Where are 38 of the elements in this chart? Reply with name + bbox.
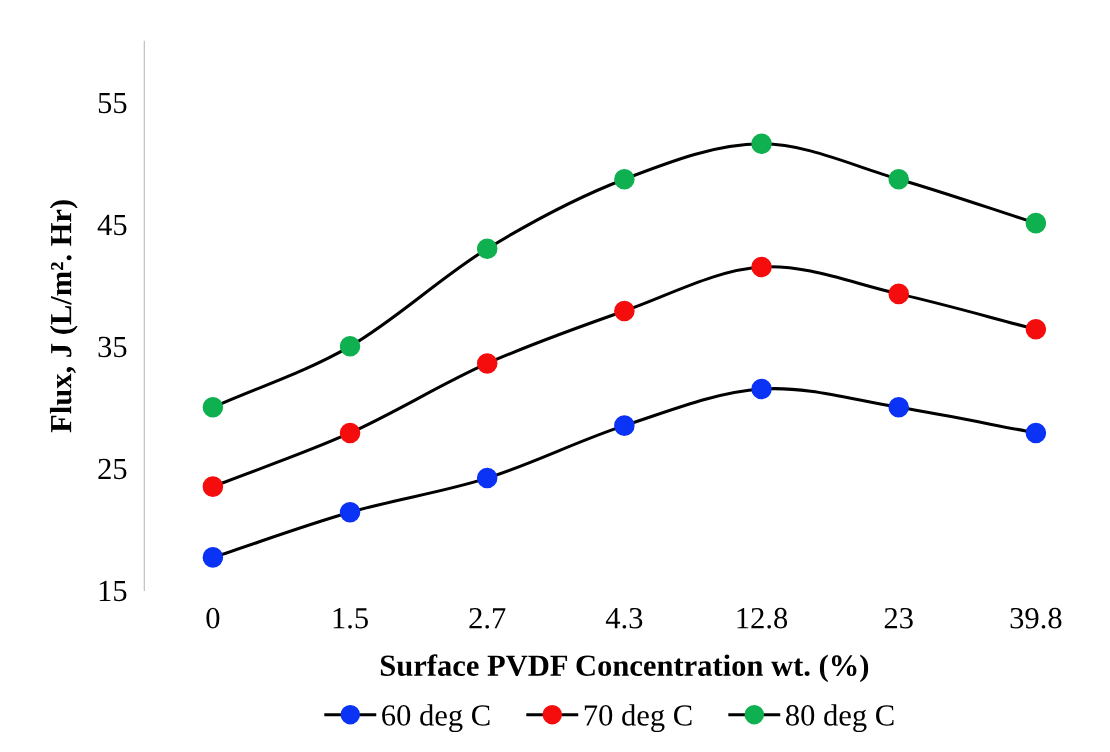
point — [751, 133, 772, 155]
point — [476, 238, 498, 260]
y-tick-label: 55 — [98, 92, 127, 114]
y-tick-label: 35 — [98, 336, 127, 358]
x-tick-label: 39.8 — [1010, 607, 1062, 629]
point — [1025, 422, 1047, 444]
point — [339, 336, 361, 357]
y-tick-label: 25 — [98, 458, 127, 480]
point — [751, 378, 772, 400]
point — [202, 397, 224, 418]
point — [339, 501, 361, 523]
point — [1025, 318, 1047, 340]
x-tick-label: 12.8 — [737, 607, 788, 629]
y-axis-title: Flux, J (L/m². Hr) — [49, 200, 78, 433]
x-tick-label: 4.3 — [605, 607, 643, 629]
point — [614, 168, 635, 190]
x-tick-label: 23 — [884, 607, 913, 629]
point — [202, 547, 224, 568]
x-tick-label: 2.7 — [469, 607, 506, 629]
x-tick-label: 0 — [206, 607, 220, 629]
legend-label: 80 deg C — [786, 704, 894, 733]
point — [888, 168, 909, 190]
y-tick-label: 15 — [99, 580, 127, 602]
point — [888, 397, 909, 418]
point — [476, 353, 498, 374]
point — [888, 283, 909, 305]
x-axis-title: Surface PVDF Concentration wt. (%) — [380, 654, 869, 683]
point — [339, 422, 361, 444]
point — [751, 256, 772, 278]
legend-label: 70 deg C — [584, 704, 692, 733]
y-tick-label: 45 — [97, 214, 127, 236]
point — [1025, 212, 1047, 234]
point — [476, 467, 498, 489]
point — [614, 300, 635, 322]
point — [202, 476, 224, 497]
x-tick-label: 1.5 — [333, 608, 368, 629]
legend-label: 60 deg C — [382, 704, 490, 733]
point — [614, 415, 635, 436]
